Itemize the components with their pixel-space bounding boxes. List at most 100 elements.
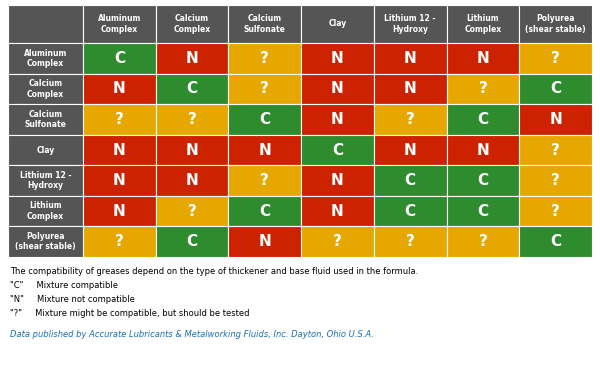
Bar [446, 226, 519, 257]
Bar [446, 104, 519, 135]
Text: N: N [113, 204, 126, 219]
Text: N: N [476, 142, 490, 158]
Text: ?: ? [551, 51, 560, 66]
Bar [374, 135, 446, 165]
Bar [83, 135, 156, 165]
Bar [301, 5, 374, 43]
Text: N: N [113, 81, 126, 96]
Bar [374, 226, 446, 257]
Bar [229, 165, 301, 196]
Text: Aluminum
Complex: Aluminum Complex [98, 14, 141, 34]
Text: "C"     Mixture compatible: "C" Mixture compatible [10, 281, 118, 290]
Text: Data published by Accurate Lubricants & Metalworking Fluids, Inc. Dayton, Ohio U: Data published by Accurate Lubricants & … [10, 330, 374, 339]
Bar [374, 196, 446, 226]
Bar [301, 43, 374, 74]
Text: C: C [332, 142, 343, 158]
Text: N: N [331, 81, 344, 96]
Bar [83, 196, 156, 226]
Bar [8, 135, 83, 165]
Bar [83, 104, 156, 135]
Text: Calcium
Sulfonate: Calcium Sulfonate [244, 14, 286, 34]
Bar [374, 165, 446, 196]
Bar [301, 74, 374, 104]
Bar [229, 196, 301, 226]
Bar [8, 165, 83, 196]
Text: ?: ? [551, 173, 560, 188]
Text: ?: ? [260, 81, 269, 96]
Text: ?: ? [115, 112, 124, 127]
Bar [83, 43, 156, 74]
Bar [8, 74, 83, 104]
Text: C: C [259, 112, 271, 127]
Text: C: C [114, 51, 125, 66]
Bar [519, 196, 592, 226]
Text: Lithium 12 -
Hydroxy: Lithium 12 - Hydroxy [20, 171, 71, 190]
Bar [229, 5, 301, 43]
Bar [156, 226, 229, 257]
Text: N: N [404, 51, 416, 66]
Text: Aluminum
Complex: Aluminum Complex [24, 49, 67, 68]
Text: N: N [331, 173, 344, 188]
Text: Calcium
Complex: Calcium Complex [173, 14, 211, 34]
Text: N: N [185, 173, 199, 188]
Bar [301, 196, 374, 226]
Bar [519, 74, 592, 104]
Text: C: C [259, 204, 271, 219]
Bar [8, 196, 83, 226]
Text: N: N [549, 112, 562, 127]
Bar [446, 43, 519, 74]
Text: Clay: Clay [328, 19, 347, 28]
Text: C: C [478, 112, 488, 127]
Bar [446, 5, 519, 43]
Bar [519, 165, 592, 196]
Bar [156, 43, 229, 74]
Text: ?: ? [188, 204, 197, 219]
Text: Lithium 12 -
Hydroxy: Lithium 12 - Hydroxy [385, 14, 436, 34]
Bar [374, 5, 446, 43]
Bar [446, 74, 519, 104]
Text: ?: ? [115, 234, 124, 249]
Text: N: N [331, 204, 344, 219]
Bar [519, 226, 592, 257]
Bar [374, 74, 446, 104]
Bar [301, 135, 374, 165]
Bar [156, 74, 229, 104]
Text: Calcium
Complex: Calcium Complex [27, 79, 64, 99]
Text: C: C [478, 204, 488, 219]
Bar [301, 165, 374, 196]
Bar [301, 226, 374, 257]
Bar [83, 74, 156, 104]
Text: C: C [478, 173, 488, 188]
Bar [229, 135, 301, 165]
Text: ?: ? [188, 112, 197, 127]
Bar [446, 135, 519, 165]
Bar [83, 165, 156, 196]
Text: ?: ? [406, 234, 415, 249]
Text: C: C [550, 81, 561, 96]
Text: N: N [331, 51, 344, 66]
Text: N: N [476, 51, 490, 66]
Bar [8, 5, 83, 43]
Bar [229, 104, 301, 135]
Text: ?: ? [478, 234, 487, 249]
Bar [156, 104, 229, 135]
Text: N: N [259, 142, 271, 158]
Text: Calcium
Sulfonate: Calcium Sulfonate [25, 110, 67, 129]
Text: "N"     Mixture not compatible: "N" Mixture not compatible [10, 295, 135, 304]
Bar [8, 43, 83, 74]
Text: Lithium
Complex: Lithium Complex [27, 201, 64, 221]
Bar [8, 104, 83, 135]
Bar [83, 5, 156, 43]
Text: ?: ? [260, 51, 269, 66]
Bar [519, 104, 592, 135]
Bar [446, 196, 519, 226]
Bar [519, 5, 592, 43]
Text: C: C [550, 234, 561, 249]
Bar [519, 135, 592, 165]
Bar [229, 74, 301, 104]
Text: "?"     Mixture might be compatible, but should be tested: "?" Mixture might be compatible, but sho… [10, 309, 250, 318]
Bar [156, 5, 229, 43]
Text: C: C [404, 204, 416, 219]
Text: ?: ? [551, 204, 560, 219]
Bar [229, 226, 301, 257]
